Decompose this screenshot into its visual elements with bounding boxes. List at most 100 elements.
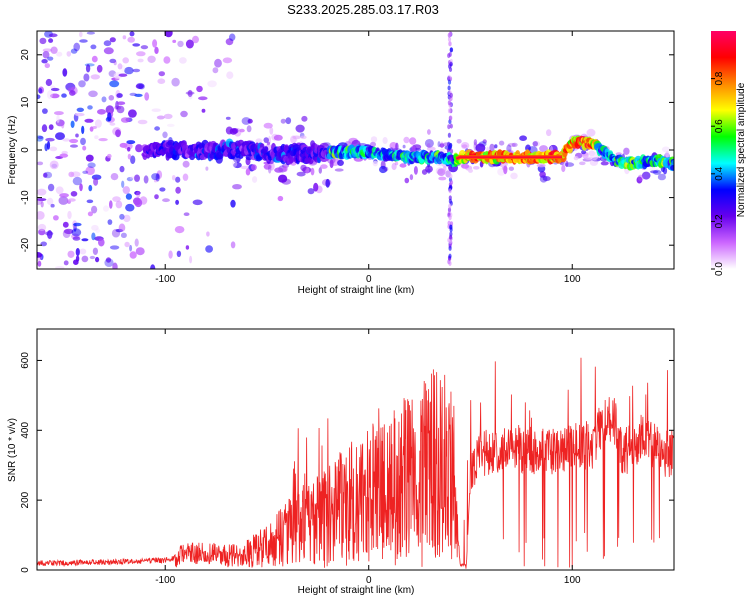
colorbar-tick-label: 0.4: [714, 166, 725, 180]
spectrogram-cell: [79, 39, 88, 43]
snr-xtick-label: -100: [155, 575, 175, 586]
spectrogram-cell: [162, 198, 170, 203]
colorbar-tick-label: 0.6: [714, 119, 725, 133]
spectrogram-cell: [449, 148, 454, 154]
spectrogram-cell: [81, 238, 89, 242]
spectrogram-ytick-label: 0: [20, 147, 31, 153]
spectrogram-cell: [79, 31, 83, 38]
spectrogram-ridge-core: [455, 156, 563, 160]
snr-ylabel: SNR (10 * v/v): [7, 418, 18, 482]
spectrogram-cell: [245, 168, 251, 176]
spectrogram-cell: [285, 117, 292, 125]
snr-ytick-label: 200: [20, 491, 31, 508]
spectrogram-cell: [37, 260, 42, 267]
spectrogram-cell: [402, 144, 406, 149]
spectrogram-cell: [661, 146, 670, 153]
spectrogram-cell: [468, 168, 473, 173]
spectrogram-cell: [222, 57, 233, 64]
spectrogram-cell: [123, 142, 133, 150]
spectrogram-cell: [97, 109, 106, 115]
spectrogram-cell: [125, 203, 135, 212]
spectrogram-cell: [154, 126, 161, 131]
spectrogram-cell: [87, 211, 93, 217]
spectrogram-cell: [136, 191, 141, 198]
spectrogram-cell: [448, 188, 452, 194]
spectrogram-cell: [438, 176, 447, 181]
spectrogram-cell: [136, 51, 146, 57]
spectrogram-cell: [62, 138, 71, 142]
spectrogram-cell: [63, 260, 69, 266]
spectrogram-cell: [424, 139, 434, 148]
spectrogram-cell: [448, 41, 452, 47]
spectrogram-cell: [94, 119, 102, 128]
spectrogram-cell: [252, 176, 258, 183]
spectrogram-cell: [95, 228, 101, 234]
spectrogram-cell: [68, 171, 75, 178]
spectrogram-ytick-label: 20: [20, 49, 31, 61]
spectrogram-cell: [70, 48, 78, 54]
spectrogram-cell: [73, 222, 82, 227]
spectrogram-cell: [670, 164, 674, 171]
spectrogram-cell: [212, 67, 219, 74]
spectrogram-cell: [636, 176, 643, 184]
spectrogram-cell: [50, 46, 58, 54]
spectrogram-cell: [127, 109, 137, 118]
spectrogram-cell: [70, 144, 78, 148]
spectrogram-cell: [318, 167, 322, 174]
spectrogram-cell: [110, 173, 119, 181]
spectrogram-cell: [59, 153, 69, 158]
spectrogram-cell: [42, 48, 53, 52]
spectrogram-cell: [579, 161, 586, 166]
spectrogram-cell: [448, 203, 452, 209]
spectrogram-cell: [247, 118, 253, 124]
spectrogram-cell: [49, 160, 59, 170]
spectrogram-cell: [37, 223, 47, 232]
spectrogram-cell: [263, 163, 271, 170]
spectrogram-cell: [489, 143, 495, 153]
spectrogram-cell: [448, 253, 452, 259]
spectrogram-cell: [43, 171, 53, 179]
spectrogram-cell: [508, 166, 514, 171]
spectrogram-cell: [449, 157, 453, 163]
spectrogram-cell: [76, 107, 85, 113]
snr-ytick-label: 0: [20, 567, 31, 573]
spectrogram-cell: [137, 119, 148, 125]
spectrogram-cell: [152, 39, 158, 48]
spectrogram-cell: [68, 198, 76, 202]
snr-ytick-label: 400: [20, 422, 31, 439]
spectrogram-cell: [175, 199, 180, 205]
spectrogram-cell: [129, 244, 133, 252]
spectrogram-cell: [539, 171, 546, 178]
spectrogram-cell: [109, 80, 120, 88]
spectrogram-cell: [45, 137, 55, 142]
spectrogram-xtick-label: 100: [564, 274, 581, 285]
spectrogram-cell: [136, 82, 145, 90]
spectrogram-cell: [447, 36, 452, 42]
spectrogram-cell: [118, 73, 128, 77]
spectrogram-cell: [109, 37, 116, 43]
spectrogram-cell: [447, 207, 452, 213]
spectrogram-cell: [122, 186, 130, 195]
spectrogram-cell: [61, 93, 67, 98]
spectrogram-cell: [42, 50, 50, 59]
spectrogram-cell: [40, 201, 44, 208]
spectrogram-cell: [637, 174, 644, 182]
spectrogram-cell: [379, 165, 388, 174]
spectrogram-cell: [83, 73, 90, 82]
spectrogram-cell: [409, 174, 414, 181]
spectrogram-cell: [225, 116, 231, 120]
spectrogram-cell: [623, 147, 630, 155]
spectrogram-cell: [255, 138, 263, 144]
spectrogram-cell: [91, 55, 98, 63]
spectrogram-cell: [75, 112, 85, 117]
spectrogram-cell: [39, 37, 47, 45]
spectrogram-cell: [55, 186, 64, 195]
spectrogram-cell: [47, 56, 54, 61]
spectrogram-cell: [159, 187, 166, 192]
spectrogram-cell: [135, 247, 145, 256]
spectrogram-cell: [269, 126, 274, 135]
spectrogram-cell: [95, 256, 100, 263]
spectrogram-cell: [442, 166, 447, 173]
spectrogram-cell: [174, 226, 185, 234]
